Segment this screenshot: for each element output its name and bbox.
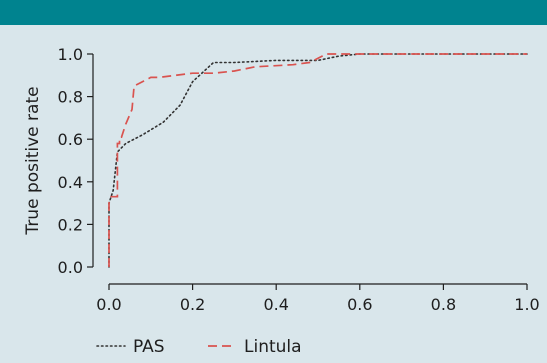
y-tick-label: 1.0	[58, 45, 83, 64]
y-tick-label: 0.4	[58, 173, 83, 192]
x-tick-label: 0.2	[180, 295, 205, 314]
y-tick-label: 0.8	[58, 88, 83, 107]
x-tick-label: 0.6	[347, 295, 372, 314]
series-line-pas	[108, 53, 528, 268]
x-tick-label: 1.0	[514, 295, 539, 314]
x-tick-label: 0.8	[431, 295, 456, 314]
y-tick-label: 0.0	[58, 258, 83, 277]
legend-label-lintula: Lintula	[244, 337, 302, 357]
y-tick-label: 0.6	[58, 130, 83, 149]
y-axis-label: True positive rate	[23, 86, 43, 235]
x-tick-label: 0.0	[96, 295, 121, 314]
header-bar	[0, 0, 547, 25]
series-line-lintula	[108, 53, 527, 267]
y-tick-label: 0.2	[58, 215, 83, 234]
legend-label-pas: PAS	[133, 337, 165, 357]
x-tick-label: 0.4	[263, 295, 288, 314]
